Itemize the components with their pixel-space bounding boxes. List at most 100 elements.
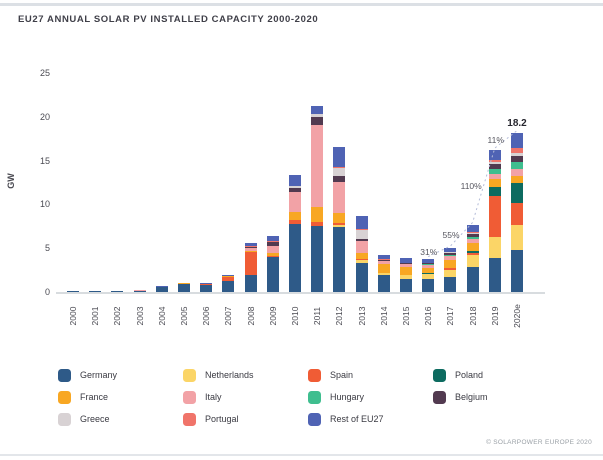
- segment-rest-of-eu27: [333, 147, 346, 168]
- y-tick-10: 10: [39, 199, 50, 210]
- growth-label-2019: 110%: [460, 181, 482, 192]
- segment-spain: [511, 202, 523, 226]
- bar-2010: [289, 174, 301, 292]
- x-tick-2004: 2004: [156, 306, 167, 326]
- segment-italy: [333, 181, 346, 214]
- segment-greece: [355, 229, 368, 239]
- segment-rest-of-eu27: [200, 283, 213, 284]
- segment-belgium: [377, 259, 390, 261]
- segment-belgium: [333, 175, 346, 182]
- y-axis-label: GW: [6, 173, 16, 189]
- legend: Germany Netherlands Spain Poland France Italy…: [58, 364, 558, 430]
- legend-item-portugal: Portugal: [183, 408, 308, 430]
- segment-poland: [444, 267, 457, 269]
- segment-italy: [444, 256, 457, 260]
- segment-rest-of-eu27: [311, 105, 324, 114]
- legend-item-belgium: Belgium: [433, 386, 558, 408]
- legend-label: Netherlands: [205, 370, 254, 380]
- segment-germany: [333, 227, 346, 292]
- segment-belgium: [266, 242, 279, 247]
- segment-rest-of-eu27: [400, 257, 412, 264]
- bar-2004: [155, 286, 168, 292]
- segment-italy: [222, 275, 235, 277]
- segment-germany: [155, 286, 168, 292]
- segment-greece: [311, 113, 324, 118]
- legend-swatch-icon: [308, 412, 321, 426]
- x-tick-2016: 2016: [423, 306, 434, 326]
- growth-label-2018: 55%: [442, 230, 460, 241]
- segment-spain: [266, 256, 279, 257]
- x-tick-2020e: 2020e: [512, 304, 522, 328]
- legend-label: France: [80, 392, 109, 402]
- segment-germany: [67, 291, 79, 292]
- segment-rest-of-eu27: [466, 224, 479, 233]
- legend-swatch-icon: [58, 390, 71, 404]
- x-tick-2003: 2003: [134, 306, 145, 326]
- segment-france: [289, 212, 301, 220]
- x-tick-2010: 2010: [290, 306, 300, 326]
- segment-spain: [200, 283, 213, 285]
- segment-spain: [244, 251, 257, 276]
- segment-germany: [355, 263, 368, 292]
- x-tick-2001: 2001: [90, 306, 101, 326]
- bar-2001: [89, 290, 102, 292]
- segment-germany: [133, 290, 146, 292]
- legend-label: Italy: [205, 392, 222, 402]
- segment-germany: [400, 279, 412, 292]
- segment-italy: [355, 240, 368, 254]
- x-tick-2011: 2011: [312, 306, 323, 326]
- segment-germany: [178, 283, 190, 292]
- legend-swatch-icon: [308, 390, 321, 404]
- legend-item-hungary: Hungary: [308, 386, 433, 408]
- segment-rest-of-eu27: [289, 174, 301, 187]
- legend-swatch-icon: [433, 390, 446, 404]
- legend-swatch-icon: [433, 368, 446, 382]
- segment-rest-of-eu27: [511, 132, 523, 149]
- segment-italy: [311, 125, 324, 208]
- top-divider: [0, 3, 603, 6]
- segment-rest-of-eu27: [244, 242, 257, 247]
- segment-belgium: [289, 187, 301, 193]
- bar-2006: [200, 283, 213, 292]
- segment-belgium: [244, 247, 257, 249]
- segment-poland: [511, 183, 523, 203]
- x-tick-2002: 2002: [112, 306, 123, 326]
- x-axis-line: [56, 292, 545, 294]
- segment-italy: [244, 248, 257, 252]
- segment-germany: [377, 275, 390, 292]
- segment-france: [422, 267, 435, 274]
- segment-france: [355, 253, 368, 259]
- segment-rest-of-eu27: [488, 150, 501, 160]
- legend-label: Portugal: [205, 414, 239, 424]
- segment-rest-of-eu27: [355, 215, 368, 230]
- bar-2011: [311, 105, 324, 292]
- x-tick-2006: 2006: [201, 306, 212, 326]
- legend-label: Belgium: [455, 392, 488, 402]
- segment-italy: [400, 264, 412, 268]
- bar-2003: [133, 290, 146, 292]
- segment-poland: [488, 186, 501, 196]
- segment-france: [511, 175, 523, 184]
- segment-germany: [444, 277, 457, 292]
- segment-france: [488, 179, 501, 187]
- segment-rest-of-eu27: [422, 258, 435, 263]
- segment-spain: [289, 219, 301, 224]
- legend-swatch-icon: [58, 412, 71, 426]
- segment-spain: [355, 258, 368, 261]
- segment-belgium: [422, 262, 435, 265]
- x-tick-2017: 2017: [445, 306, 456, 326]
- legend-item-poland: Poland: [433, 364, 558, 386]
- segment-germany: [488, 257, 501, 292]
- legend-label: Spain: [330, 370, 354, 380]
- segment-germany: [511, 249, 523, 292]
- segment-belgium: [400, 263, 412, 265]
- copyright: © SOLARPOWER EUROPE 2020: [486, 439, 592, 446]
- segment-germany: [200, 284, 213, 292]
- legend-swatch-icon: [183, 368, 196, 382]
- bar-2000: [67, 291, 79, 292]
- bar-2019: [488, 150, 501, 292]
- x-tick-2014: 2014: [378, 306, 389, 326]
- segment-rest-of-eu27: [222, 274, 235, 276]
- bar-2005: [178, 282, 190, 292]
